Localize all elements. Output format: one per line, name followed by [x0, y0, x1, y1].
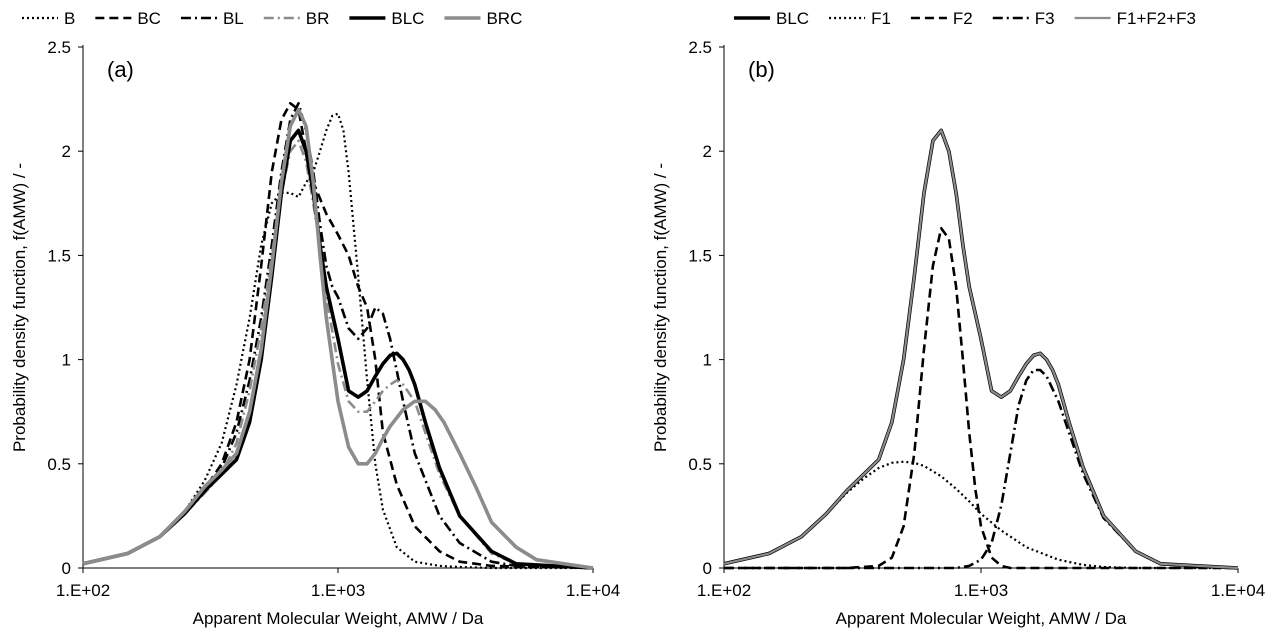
legend: BLC F1 F2 F3 F1+F2+F3: [734, 9, 1196, 28]
series-line-f1-f2-f3: [723, 129, 1239, 570]
y-tick-label: 2.5: [688, 38, 712, 57]
series-line-brc: [82, 107, 594, 570]
x-tick-label: 1.E+02: [697, 581, 751, 600]
legend-label: BLC: [776, 9, 809, 28]
series-line-blc: [723, 128, 1239, 570]
x-axis-label: Apparent Molecular Weight, AMW / Da: [836, 609, 1127, 628]
series-line-blc: [82, 128, 594, 570]
legend-label: BRC: [486, 9, 522, 28]
panel-label: (b): [748, 57, 775, 82]
series-line-bl: [82, 102, 594, 570]
series-line-b: [82, 112, 593, 570]
y-tick-label: 0: [62, 559, 71, 578]
legend-label: BC: [137, 9, 161, 28]
x-tick-label: 1.E+04: [566, 581, 620, 600]
legend-label: F1+F2+F3: [1117, 9, 1196, 28]
y-axis-label: Probability density function, f(AMW) / -: [651, 163, 670, 452]
legend-label: F2: [953, 9, 973, 28]
y-tick-label: 2: [703, 142, 712, 161]
y-tick-label: 1: [62, 351, 71, 370]
y-axis-label: Probability density function, f(AMW) / -: [10, 163, 29, 452]
y-tick-label: 1.5: [688, 246, 712, 265]
x-tick-label: 1.E+03: [311, 581, 365, 600]
legend-label: B: [64, 9, 75, 28]
series-line-br: [82, 139, 594, 570]
legend-label: BL: [223, 9, 244, 28]
series-line-f1: [723, 460, 1238, 570]
y-tick-label: 0.5: [47, 455, 71, 474]
series-line-bc: [82, 102, 594, 570]
x-tick-label: 1.E+04: [1211, 581, 1265, 600]
y-tick-label: 2.5: [47, 38, 71, 57]
x-tick-label: 1.E+02: [56, 581, 110, 600]
chart-panel-1: 0 0.5 1 1.5 2 2.5 1.E+02 1.E+03 1.E+04 Apparent M…: [651, 9, 1265, 628]
series-line-f3: [724, 368, 1239, 570]
legend-label: BR: [306, 9, 330, 28]
y-tick-label: 0.5: [688, 455, 712, 474]
y-tick-label: 1: [703, 351, 712, 370]
series-line-f2: [724, 227, 1238, 570]
y-tick-label: 2: [62, 142, 71, 161]
legend-label: F3: [1035, 9, 1055, 28]
y-tick-label: 0: [703, 559, 712, 578]
y-tick-label: 1.5: [47, 246, 71, 265]
chart-panel-0: 0 0.5 1 1.5 2 2.5 1.E+02 1.E+03 1.E+04 Apparent M…: [10, 9, 620, 628]
x-axis-label: Apparent Molecular Weight, AMW / Da: [193, 609, 484, 628]
panel-label: (a): [107, 57, 134, 82]
legend-label: F1: [871, 9, 891, 28]
legend: B BC BL BR BLC BRC: [22, 9, 522, 28]
legend-label: BLC: [391, 9, 424, 28]
x-tick-label: 1.E+03: [954, 581, 1008, 600]
